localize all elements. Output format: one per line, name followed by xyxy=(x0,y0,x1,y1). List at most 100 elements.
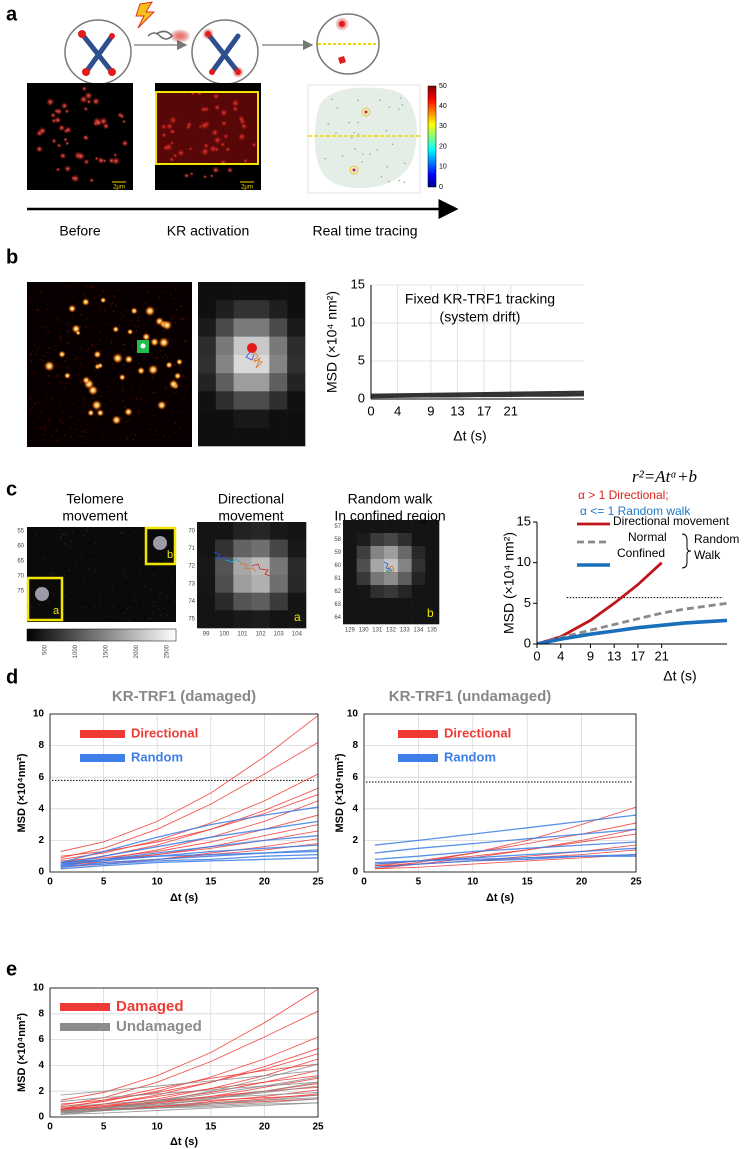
noise xyxy=(144,585,146,587)
pixel xyxy=(343,533,358,547)
spot xyxy=(121,119,127,124)
pixel xyxy=(197,575,216,593)
noise xyxy=(80,556,82,558)
noise xyxy=(174,431,176,433)
image-tick: 74 xyxy=(188,599,195,605)
noise xyxy=(155,391,157,393)
spot xyxy=(130,307,138,315)
pixel xyxy=(397,520,412,534)
spot xyxy=(55,107,63,116)
image-tick: 132 xyxy=(386,628,397,634)
noise xyxy=(65,533,67,535)
colorbar-label: 10 xyxy=(439,164,447,171)
noise xyxy=(100,605,102,608)
noise xyxy=(179,427,181,430)
spot xyxy=(55,167,61,172)
x-tick-label: 25 xyxy=(312,1122,324,1133)
noise xyxy=(125,575,127,577)
chart: 0 4 9 13 17 21 0 5 10 15 Fixed KR-TRF1 tracking (sy… xyxy=(324,276,584,444)
noise xyxy=(105,290,108,292)
pixel xyxy=(356,520,371,534)
plot-frame xyxy=(363,713,637,873)
series-line xyxy=(60,853,318,867)
spot xyxy=(232,105,239,112)
noise xyxy=(173,391,175,394)
noise xyxy=(129,420,131,422)
trajectory xyxy=(251,563,271,577)
spot xyxy=(220,120,228,127)
noise xyxy=(174,321,176,323)
y-tick-label: 6 xyxy=(38,772,44,783)
spot xyxy=(199,121,209,130)
pixel xyxy=(425,559,440,573)
noise xyxy=(159,594,161,596)
spot xyxy=(124,354,134,364)
trajectory xyxy=(245,351,255,361)
series-line xyxy=(60,1053,318,1105)
x-axis-label: Δt (s) xyxy=(486,892,514,904)
track xyxy=(386,166,389,168)
pixel xyxy=(233,282,252,301)
noise xyxy=(124,406,127,408)
pixel xyxy=(343,585,358,599)
micrograph xyxy=(27,527,176,622)
track xyxy=(324,157,326,160)
pixel xyxy=(384,585,399,599)
noise xyxy=(62,534,65,536)
noise xyxy=(87,348,90,350)
image-tick: 100 xyxy=(219,632,230,638)
spot xyxy=(108,157,115,165)
noise xyxy=(34,402,36,404)
noise xyxy=(57,318,59,320)
spot xyxy=(75,330,81,336)
y-tick-label: 10 xyxy=(347,709,359,720)
y-tick-label: 15 xyxy=(351,276,365,291)
noise xyxy=(111,305,113,308)
noise xyxy=(150,423,152,425)
pixel xyxy=(397,546,412,560)
noise xyxy=(180,411,183,413)
noise xyxy=(100,350,102,352)
spot xyxy=(219,141,226,148)
pixel xyxy=(251,575,270,593)
pixel xyxy=(269,557,289,576)
noise xyxy=(85,441,87,443)
scale-label: 2μm xyxy=(113,185,125,191)
noise xyxy=(160,349,162,351)
series-line xyxy=(60,1010,318,1106)
noise xyxy=(124,611,126,614)
annotation: α > 1 Directional; xyxy=(578,488,669,502)
noise xyxy=(80,348,83,350)
tracked-spot xyxy=(352,168,356,172)
noise xyxy=(143,286,145,288)
noise xyxy=(122,364,124,366)
noise xyxy=(72,532,74,534)
noise xyxy=(115,540,117,542)
noise xyxy=(44,559,46,561)
noise xyxy=(74,358,76,360)
track xyxy=(336,106,339,109)
pixel xyxy=(215,427,234,447)
series-line xyxy=(374,855,636,864)
pixel xyxy=(356,585,371,599)
noise xyxy=(56,439,58,441)
noise xyxy=(88,568,90,570)
noise xyxy=(114,321,116,323)
step-label: KR activation xyxy=(167,223,249,239)
colorbar-label: 1000 xyxy=(73,644,79,658)
noise xyxy=(147,291,149,293)
x-tick-label: 9 xyxy=(427,403,434,418)
pixel xyxy=(397,559,412,573)
spot xyxy=(183,172,190,179)
colorbar-label: 500 xyxy=(43,644,49,655)
noise xyxy=(182,318,184,320)
x-tick-label: 0 xyxy=(47,1122,53,1133)
series-line xyxy=(60,1102,318,1115)
noise xyxy=(50,398,53,400)
noise xyxy=(44,425,46,427)
spot xyxy=(83,106,89,112)
noise xyxy=(56,430,58,432)
image-tick: 70 xyxy=(188,528,195,534)
noise xyxy=(104,310,106,312)
noise xyxy=(36,309,38,311)
